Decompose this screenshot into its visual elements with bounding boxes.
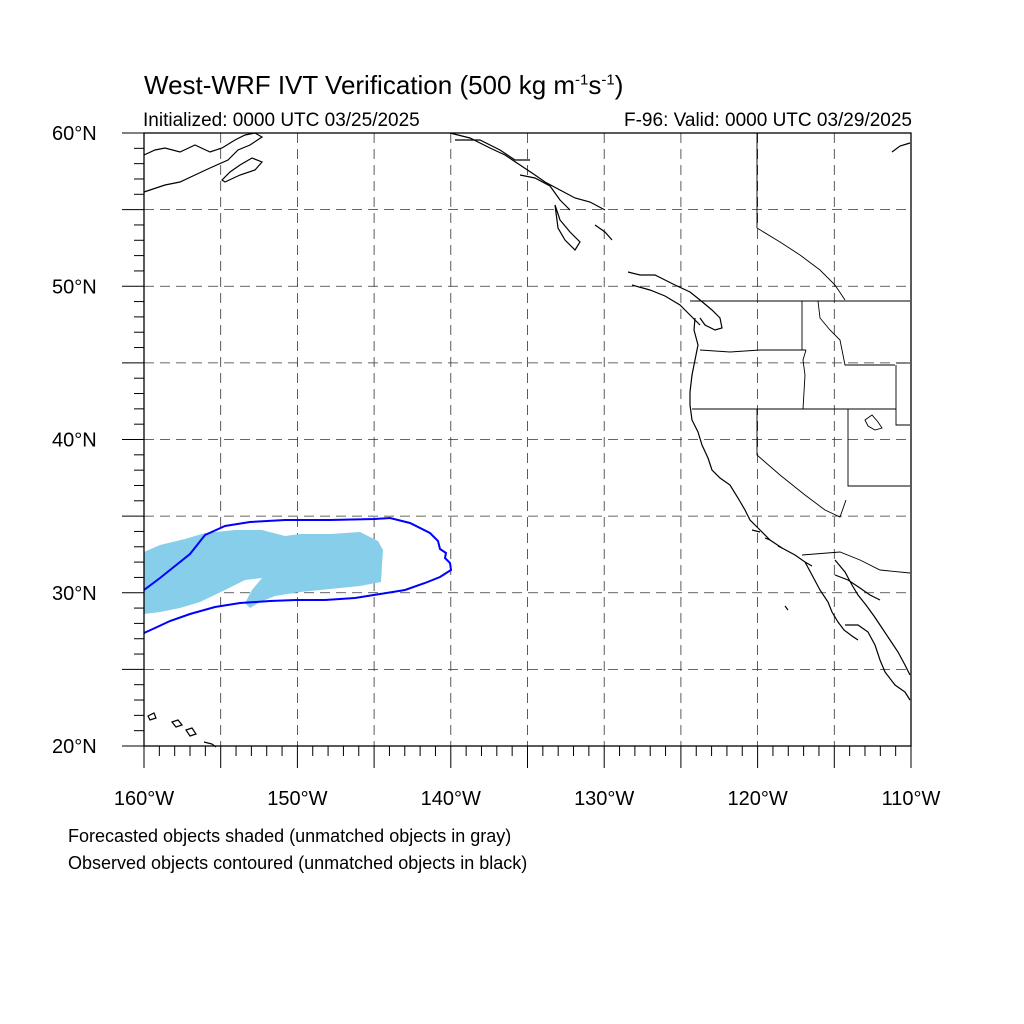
lat-tick-label: 40°N <box>52 430 97 452</box>
axis-ticks <box>122 132 912 768</box>
lon-tick-label: 150°W <box>267 788 327 810</box>
grid-lines <box>144 133 911 746</box>
valid-time: F-96: Valid: 0000 UTC 03/29/2025 <box>624 110 912 131</box>
lat-tick-label: 50°N <box>52 276 97 298</box>
forecast-note: Forecasted objects shaded (unmatched obj… <box>68 826 512 846</box>
observed-object-contour <box>143 516 453 634</box>
lon-tick-label: 110°W <box>882 788 941 810</box>
lon-tick-label: 140°W <box>421 788 481 810</box>
lon-tick-label: 120°W <box>727 788 787 810</box>
lon-tick-label: 160°W <box>114 788 174 810</box>
lat-tick-label: 60°N <box>52 123 97 145</box>
lat-tick-label: 20°N <box>52 736 97 758</box>
lon-tick-label: 130°W <box>574 788 634 810</box>
political-borders <box>690 133 911 574</box>
lat-tick-label: 30°N <box>52 583 97 605</box>
observed-note: Observed objects contoured (unmatched ob… <box>68 853 528 873</box>
forecast-object <box>144 530 383 614</box>
map-title: West-WRF IVT Verification (500 kg m-1s-1… <box>144 70 624 100</box>
map-frame <box>143 132 912 747</box>
initialized-time: Initialized: 0000 UTC 03/25/2025 <box>143 110 420 131</box>
coastlines <box>143 132 911 748</box>
